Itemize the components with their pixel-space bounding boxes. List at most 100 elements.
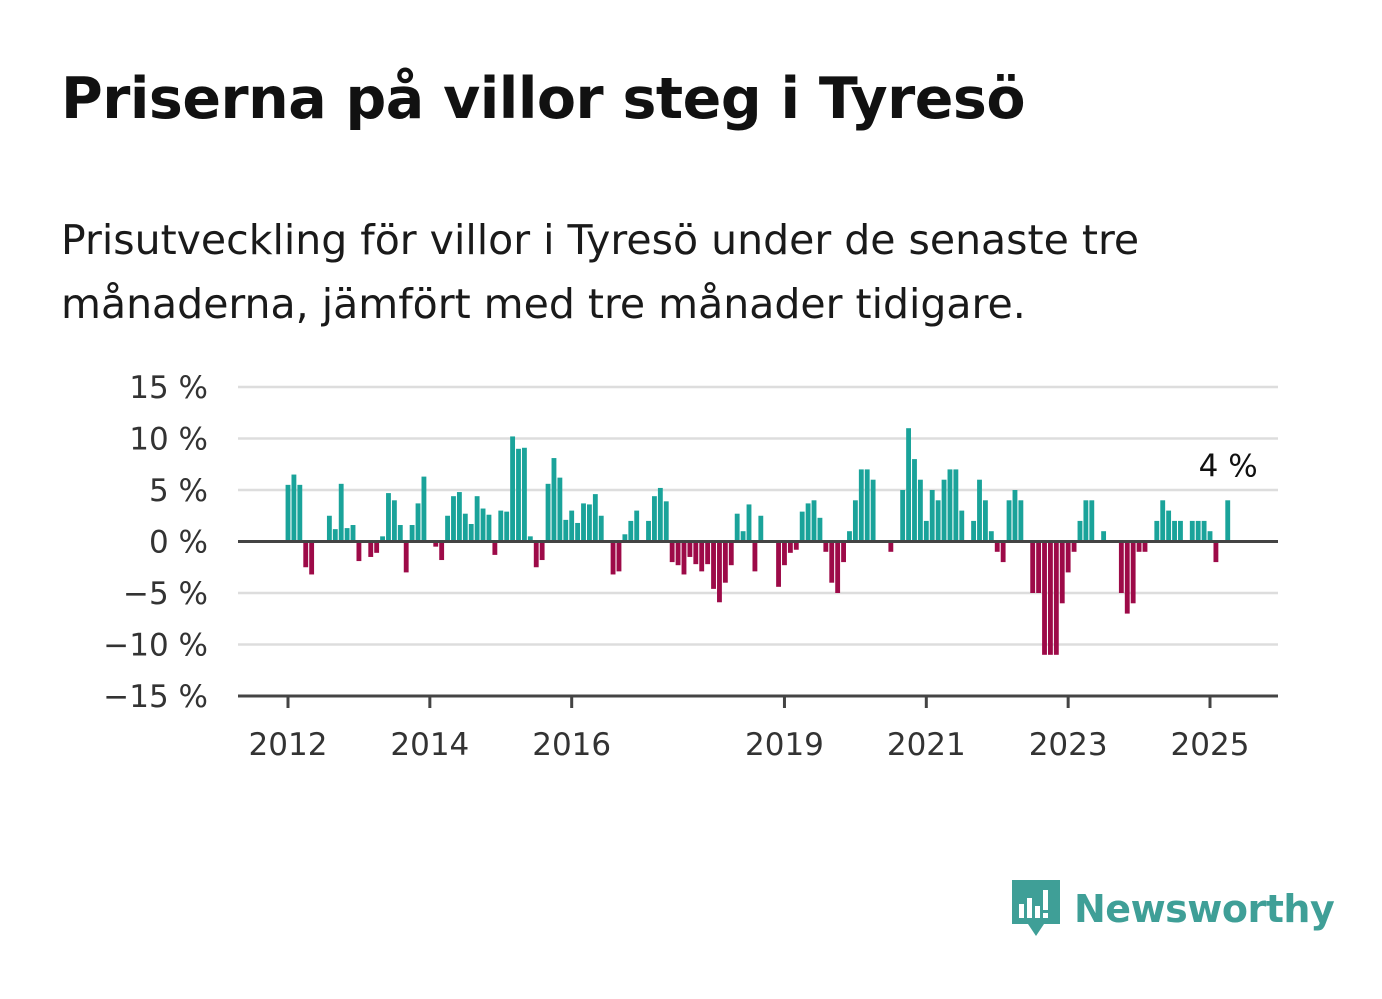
bar [1136,541,1142,552]
bar [1118,541,1124,593]
x-tick-label: 2014 [390,727,469,763]
bar [504,511,510,542]
bar [699,541,705,572]
bar [1142,541,1148,552]
bar [1101,531,1107,542]
bar [811,500,817,542]
y-tick-label: 0 % [149,525,208,561]
bar [746,504,752,542]
chart-subtitle: Prisutveckling för villor i Tyresö under… [61,216,1140,328]
bar [445,515,450,542]
bar [492,541,498,555]
bar [1160,500,1166,542]
bar [935,500,941,542]
bar [776,541,781,587]
bar [1018,500,1024,542]
bar [1077,520,1083,542]
bar [900,490,906,542]
bar [994,541,1000,552]
bar [551,458,557,542]
bar [462,513,468,542]
bar [923,520,929,542]
bar [1213,541,1219,563]
bar [841,541,846,563]
bar-chart-speech-bubble-icon [1012,880,1060,936]
bar [563,519,569,542]
bar [409,525,415,542]
bar [610,541,616,575]
bar [498,510,504,542]
bar [433,541,439,547]
bar [533,541,539,568]
bar [1053,541,1059,655]
bar [297,484,303,542]
x-tick-label: 2025 [1171,727,1250,763]
bar [569,510,575,542]
bar [728,541,734,566]
bar [415,503,421,542]
bar [374,541,380,553]
bar [752,541,758,572]
bar [451,496,456,542]
bar [663,501,669,542]
bar [486,514,492,542]
bar [941,479,947,542]
y-tick-label: −5 % [123,576,208,612]
bar [1172,520,1177,542]
y-tick-label: 15 % [129,370,208,406]
x-tick-label: 2016 [532,727,611,763]
bar [852,500,858,542]
bar [303,541,309,568]
grid-lines [238,385,1278,646]
bar [510,436,516,542]
bar [480,508,486,542]
bar [344,528,350,542]
bar [356,541,362,562]
bar [734,513,740,542]
bar [598,515,604,542]
bar [368,541,374,557]
bar [870,479,876,542]
x-tick-label: 2019 [745,727,824,763]
labels: 15 % 10 % 5 % 0 % −5 % −10 % −15 % 2012 2014 2016… [103,370,1257,763]
bar [1000,541,1006,563]
bar [1189,520,1195,542]
bar [1166,510,1172,542]
bar [982,500,988,542]
bar [977,479,982,542]
bar [675,541,681,566]
bar [717,541,722,603]
bar [787,541,793,553]
y-tick-label: 5 % [149,473,208,509]
bar [1059,541,1065,604]
bar [669,541,675,563]
bar [1006,500,1012,542]
bar [474,496,480,542]
bar [456,492,462,542]
axes [238,540,1278,708]
bar [693,541,699,565]
bar [391,500,397,542]
bar [1178,520,1183,542]
bar [722,541,728,583]
bar [805,503,811,542]
bar [1124,541,1130,614]
bar [906,428,911,542]
bar [988,531,994,542]
bar [397,525,403,542]
bar [929,490,935,542]
bar [326,515,332,542]
bar [953,469,959,542]
bar [1225,500,1231,542]
bar [421,476,427,542]
bar [1201,520,1207,542]
bar [628,520,634,542]
bar [687,541,693,557]
bar [616,541,622,572]
bar [545,483,551,542]
bar [912,459,917,542]
bar [1012,490,1018,542]
x-tick-label: 2012 [249,727,328,763]
bar [711,541,716,589]
bar [380,536,385,542]
